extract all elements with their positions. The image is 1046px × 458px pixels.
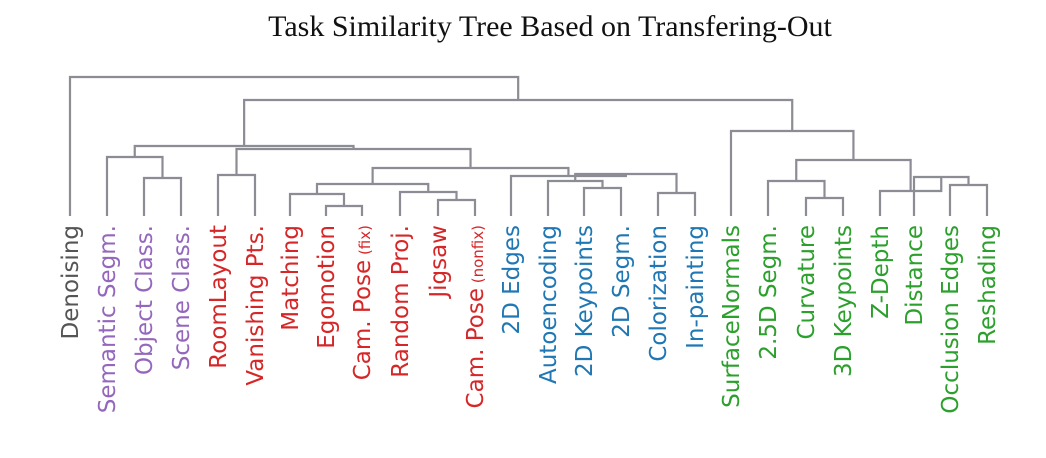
leaf-label-20: Curvature <box>794 225 820 340</box>
leaf-label-subscript: (nonfix) <box>469 225 487 288</box>
branch-L <box>218 175 255 216</box>
leaf-label-text: 2D Segm. <box>609 225 635 338</box>
leaf-label-0: Denoising <box>58 225 84 339</box>
leaf-label-10: Jigsaw <box>426 225 452 300</box>
leaf-label-text: Egomotion <box>314 225 340 349</box>
branch-P <box>135 146 354 157</box>
leaf-label-text: Object Class. <box>132 225 158 375</box>
leaf-label-text: 2D Edges <box>499 225 525 335</box>
branch-X <box>244 100 792 146</box>
branch-O <box>107 157 163 216</box>
branch-I <box>400 192 457 216</box>
branch-Q <box>806 198 843 216</box>
branch-H <box>438 200 475 216</box>
leaf-label-22: Z-Depth <box>868 225 894 319</box>
branch-C <box>658 193 695 216</box>
branch-F <box>326 206 362 216</box>
leaf-label-18: SurfaceNormals <box>719 225 745 408</box>
leaf-label-7: Egomotion <box>314 225 340 349</box>
leaf-label-text: Random Proj. <box>388 225 414 378</box>
branch-W <box>731 131 853 216</box>
leaf-label-2: Object Class. <box>132 225 158 375</box>
leaf-label-text: In-painting <box>683 225 709 349</box>
leaf-label-5: Vanishing Pts. <box>243 225 269 386</box>
leaf-label-text: 2.5D Segm. <box>756 225 782 360</box>
leaf-label-21: 3D Keypoints <box>831 225 857 377</box>
leaf-label-3: Scene Class. <box>169 225 195 370</box>
leaf-label-23: Distance <box>902 225 928 326</box>
leaf-label-text: Z-Depth <box>868 225 894 319</box>
branch-M <box>237 149 471 175</box>
leaf-label-text: Distance <box>902 225 928 326</box>
leaf-label-text: Cam. Pose <box>350 260 376 380</box>
leaf-label-9: Random Proj. <box>388 225 414 378</box>
leaf-label-19: 2.5D Segm. <box>756 225 782 360</box>
leaf-label-text: 3D Keypoints <box>831 225 857 377</box>
leaf-label-text: Vanishing Pts. <box>243 225 269 386</box>
leaf-label-25: Reshading <box>975 225 1001 345</box>
branch-A <box>584 188 621 216</box>
leaf-label-text: Colorization <box>646 225 672 362</box>
leaf-label-text: Jigsaw <box>426 225 452 300</box>
leaf-label-text: RoomLayout <box>206 225 232 369</box>
leaf-label-13: Autoencoding <box>536 225 562 384</box>
leaf-label-text: SurfaceNormals <box>719 225 745 408</box>
branch-N <box>144 178 181 216</box>
leaf-labels: Denoising Semantic Segm. Object Class. Scen… <box>58 225 1001 414</box>
leaf-label-text: Reshading <box>975 225 1001 345</box>
branch-B <box>548 181 603 216</box>
leaf-label-text: Semantic Segm. <box>95 225 121 413</box>
leaf-label-24: Occlusion Edges <box>938 225 964 414</box>
leaf-label-text: Matching <box>278 225 304 331</box>
leaf-label-8: Cam. Pose (fix) <box>350 225 376 380</box>
leaf-label-11: Cam. Pose (nonfix) <box>463 225 489 408</box>
leaf-label-1: Semantic Segm. <box>95 225 121 413</box>
leaf-label-text: Autoencoding <box>536 225 562 384</box>
leaf-label-4: RoomLayout <box>206 225 232 369</box>
dendrogram-figure: Task Similarity Tree Based on Transferin… <box>0 0 1046 458</box>
leaf-label-12: 2D Edges <box>499 225 525 335</box>
leaf-label-17: In-painting <box>683 225 709 349</box>
branch-S <box>950 185 987 216</box>
dendrogram: Denoising Semantic Segm. Object Class. Scen… <box>0 0 1046 458</box>
leaf-label-14: 2D Keypoints <box>572 225 598 377</box>
leaf-label-text: Denoising <box>58 225 84 339</box>
branch-lines <box>70 77 987 216</box>
leaf-label-15: 2D Segm. <box>609 225 635 338</box>
leaf-label-text: Cam. Pose <box>463 288 489 408</box>
branch-V <box>796 160 910 191</box>
leaf-label-subscript: (fix) <box>356 225 374 260</box>
leaf-label-text: Curvature <box>794 225 820 340</box>
leaf-label-16: Colorization <box>646 225 672 362</box>
leaf-label-6: Matching <box>278 225 304 331</box>
leaf-label-text: 2D Keypoints <box>572 225 598 377</box>
leaf-label-text: Occlusion Edges <box>938 225 964 414</box>
leaf-label-text: Scene Class. <box>169 225 195 370</box>
